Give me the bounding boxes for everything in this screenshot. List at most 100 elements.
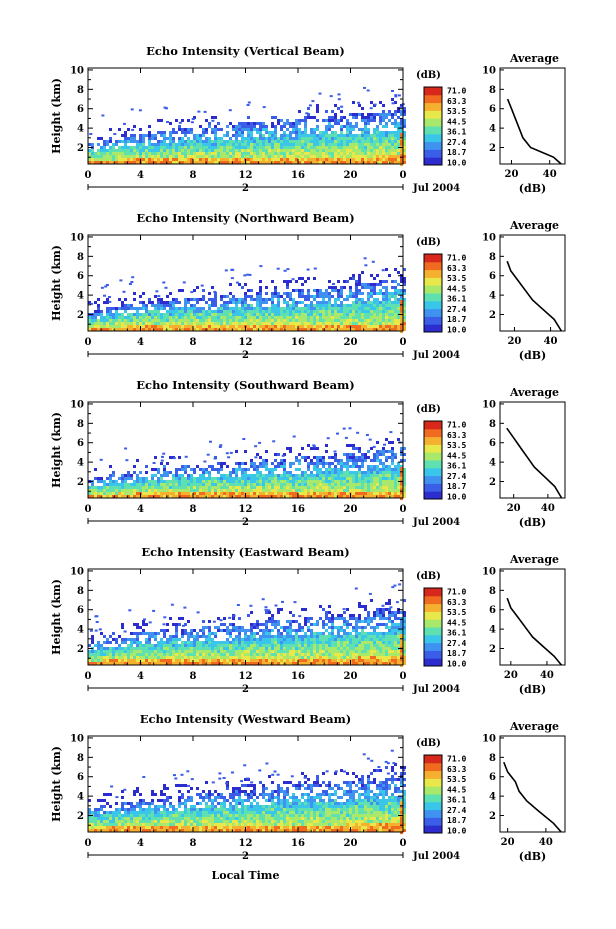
echo-cell [280, 328, 283, 331]
echo-cell [262, 477, 265, 480]
echo-cell [331, 119, 334, 122]
echo-cell [373, 301, 376, 304]
echo-cell [142, 292, 145, 295]
echo-cell [217, 322, 220, 325]
echo-cell [271, 161, 274, 164]
echo-cell [133, 486, 136, 489]
echo-cell [337, 310, 340, 313]
echo-cell [241, 495, 244, 498]
echo-cell [136, 149, 139, 152]
echo-cell [397, 462, 400, 465]
echo-cell [145, 158, 148, 161]
echo-cell [199, 495, 202, 498]
echo-cell [136, 316, 139, 319]
echo-cell [148, 662, 151, 665]
echo-cell [298, 650, 301, 653]
echo-cell [367, 328, 370, 331]
echo-cell [391, 286, 394, 289]
echo-cell [211, 322, 214, 325]
echo-cell [160, 119, 163, 122]
echo-cell [334, 298, 337, 301]
echo-cell [361, 462, 364, 465]
echo-cell [265, 489, 268, 492]
echo-cell [148, 155, 151, 158]
echo-cell [211, 325, 214, 328]
echo-cell [280, 137, 283, 140]
echo-cell [301, 480, 304, 483]
echo-cell [349, 122, 352, 125]
echo-cell [328, 280, 331, 283]
echo-cell [292, 122, 295, 125]
echo-cell [364, 453, 367, 456]
echo-cell [122, 290, 126, 293]
echo-cell [325, 304, 328, 307]
colorbar-swatch [424, 102, 442, 111]
echo-cell [145, 307, 148, 310]
echo-cell [199, 158, 202, 161]
echo-cell [370, 137, 373, 140]
echo-cell [235, 137, 238, 140]
echo-cell [163, 328, 166, 331]
echo-cell [283, 155, 286, 158]
echo-cell [112, 307, 115, 310]
echo-cell [277, 489, 280, 492]
echo-cell [211, 131, 214, 134]
echo-cell [217, 477, 220, 480]
echo-cell [178, 121, 182, 124]
echo-cell [163, 489, 166, 492]
colorbar-tick-label: 71.0 [447, 87, 466, 96]
echo-cell [355, 155, 358, 158]
echo-cell [142, 644, 145, 647]
echo-cell [385, 137, 388, 140]
echo-cell [220, 483, 223, 486]
echo-cell [118, 486, 121, 489]
echo-cell [301, 143, 304, 146]
echo-cell [145, 650, 148, 653]
echo-cell [197, 110, 201, 113]
echo-cell [196, 134, 199, 137]
echo-cell [274, 489, 277, 492]
echo-cell [376, 304, 379, 307]
echo-cell [199, 489, 202, 492]
echo-cell [385, 149, 388, 152]
echo-cell [322, 325, 325, 328]
echo-cell [163, 134, 166, 137]
echo-cell [160, 647, 163, 650]
echo-cell [127, 158, 130, 161]
echo-cell [259, 310, 262, 313]
average-title: Average [509, 52, 559, 65]
echo-cell [325, 149, 328, 152]
echo-cell [112, 325, 115, 328]
echo-cell [364, 489, 367, 492]
echo-cell [292, 486, 295, 489]
echo-cell [121, 152, 124, 155]
echo-cell [283, 137, 286, 140]
echo-cell [274, 286, 277, 289]
echo-cell [325, 158, 328, 161]
echo-cell [400, 465, 403, 468]
echo-cell [316, 143, 319, 146]
echo-cell [214, 152, 217, 155]
echo-cell [235, 125, 238, 128]
echo-cell [232, 143, 235, 146]
echo-cell [376, 140, 379, 143]
echo-cell [286, 647, 289, 650]
echo-cell [232, 650, 235, 653]
average-y-tick-label: 8 [489, 419, 496, 430]
echo-cell [229, 489, 232, 492]
echo-cell [262, 158, 265, 161]
echo-cell [262, 632, 265, 635]
echo-cell [208, 328, 211, 331]
colorbar-swatch [424, 483, 442, 492]
echo-cell [325, 131, 328, 134]
echo-cell [379, 307, 382, 310]
echo-cell [202, 161, 205, 164]
echo-cell [208, 483, 211, 486]
echo-cell [280, 322, 283, 325]
echo-cell [373, 103, 377, 106]
echo-cell [391, 453, 394, 456]
echo-cell [319, 304, 322, 307]
echo-cell [250, 492, 253, 495]
echo-cell [241, 319, 244, 322]
x-tick-label: 4 [137, 170, 144, 181]
